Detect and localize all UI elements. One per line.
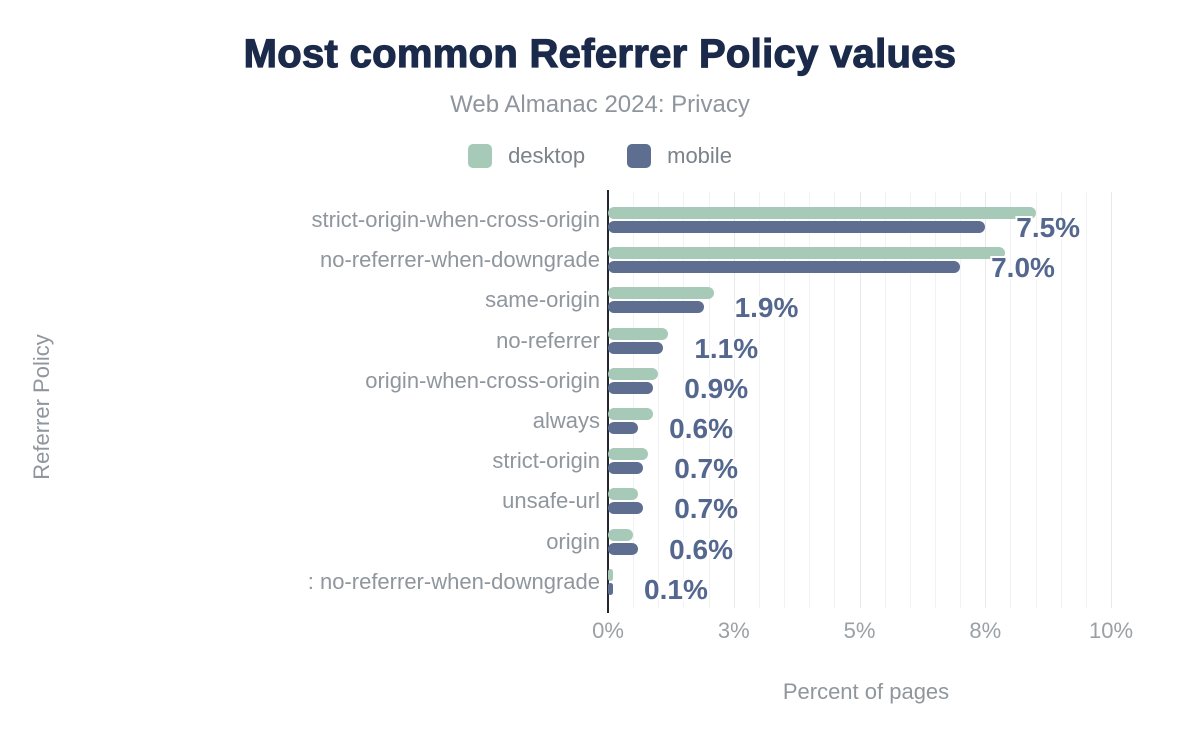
- mobile-bar[interactable]: [608, 462, 644, 475]
- gridline: [960, 192, 962, 608]
- x-axis-title: Percent of pages: [782, 679, 950, 704]
- gridline: [758, 192, 760, 608]
- gridline: [1085, 192, 1087, 608]
- value-label: 0.1%: [644, 573, 708, 605]
- x-tick-label: 8%: [969, 618, 1002, 643]
- y-axis-line: [607, 190, 609, 613]
- category-label: no-referrer-when-downgrade: [319, 247, 600, 273]
- x-tick-label: 3%: [717, 618, 750, 643]
- category-label: same-origin: [485, 287, 600, 313]
- gridline: [909, 192, 911, 608]
- x-tick-label: 10%: [1088, 618, 1134, 643]
- desktop-bar[interactable]: [608, 448, 649, 461]
- value-label: 0.7%: [674, 453, 739, 485]
- value-label: 0.6%: [669, 413, 733, 444]
- desktop-bar[interactable]: [608, 568, 614, 581]
- value-label: 0.7%: [674, 493, 739, 525]
- desktop-bar[interactable]: [608, 528, 634, 541]
- category-label: strict-origin: [492, 448, 600, 474]
- legend-label-mobile: mobile: [667, 143, 732, 168]
- value-label: 7.5%: [1016, 212, 1081, 243]
- mobile-bar[interactable]: [608, 582, 614, 595]
- gridline: [859, 192, 861, 608]
- gridline: [633, 192, 635, 608]
- gridline: [934, 192, 936, 608]
- mobile-bar[interactable]: [608, 341, 664, 354]
- mobile-bar[interactable]: [608, 381, 654, 394]
- y-axis-title: Referrer Policy: [29, 334, 54, 480]
- gridline: [784, 192, 786, 608]
- legend-item-desktop[interactable]: desktop: [468, 143, 585, 169]
- category-label: strict-origin-when-cross-origin: [311, 207, 600, 232]
- gridline: [1111, 192, 1112, 608]
- x-tick-label: 0%: [592, 618, 624, 643]
- mobile-bar[interactable]: [608, 502, 644, 515]
- gridline: [733, 192, 735, 608]
- value-label: 1.1%: [694, 332, 759, 364]
- gridline: [1060, 192, 1062, 608]
- gridline: [708, 192, 710, 608]
- category-label: unsafe-url: [502, 488, 600, 514]
- desktop-bar[interactable]: [608, 488, 639, 501]
- value-label: 7.0%: [991, 252, 1055, 284]
- mobile-bar[interactable]: [608, 301, 704, 314]
- category-label: : no-referrer-when-downgrade: [307, 568, 600, 594]
- chart-subtitle: Web Almanac 2024: Privacy: [450, 91, 750, 118]
- mobile-swatch-icon: [627, 144, 652, 168]
- gridline: [985, 192, 987, 608]
- category-label: no-referrer: [496, 327, 600, 353]
- category-label: origin: [546, 528, 600, 554]
- desktop-bar[interactable]: [608, 327, 669, 340]
- gridline: [1035, 192, 1037, 608]
- mobile-bar[interactable]: [608, 261, 961, 274]
- desktop-bar[interactable]: [608, 408, 654, 420]
- value-label: 0.9%: [684, 372, 749, 404]
- value-label: 0.6%: [669, 533, 733, 565]
- x-tick-label: 5%: [843, 618, 876, 643]
- legend: desktop mobile: [0, 143, 1200, 169]
- desktop-bar[interactable]: [608, 367, 659, 380]
- gridline: [658, 192, 660, 608]
- mobile-bar[interactable]: [608, 542, 639, 555]
- desktop-bar[interactable]: [608, 247, 1006, 260]
- legend-label-desktop: desktop: [508, 143, 586, 168]
- desktop-bar[interactable]: [608, 207, 1036, 219]
- desktop-bar[interactable]: [608, 287, 714, 300]
- gridline: [809, 192, 811, 608]
- gridline: [834, 192, 836, 608]
- category-label: always: [532, 408, 600, 433]
- desktop-swatch-icon: [468, 144, 493, 168]
- chart-title: Most common Referrer Policy values: [243, 31, 957, 76]
- category-label: origin-when-cross-origin: [365, 367, 600, 393]
- mobile-bar[interactable]: [608, 221, 986, 233]
- value-label: 1.9%: [734, 292, 799, 324]
- gridline: [884, 192, 886, 608]
- gridline: [1010, 192, 1012, 608]
- legend-item-mobile[interactable]: mobile: [627, 143, 732, 169]
- mobile-bar[interactable]: [608, 422, 639, 434]
- gridline: [683, 192, 685, 608]
